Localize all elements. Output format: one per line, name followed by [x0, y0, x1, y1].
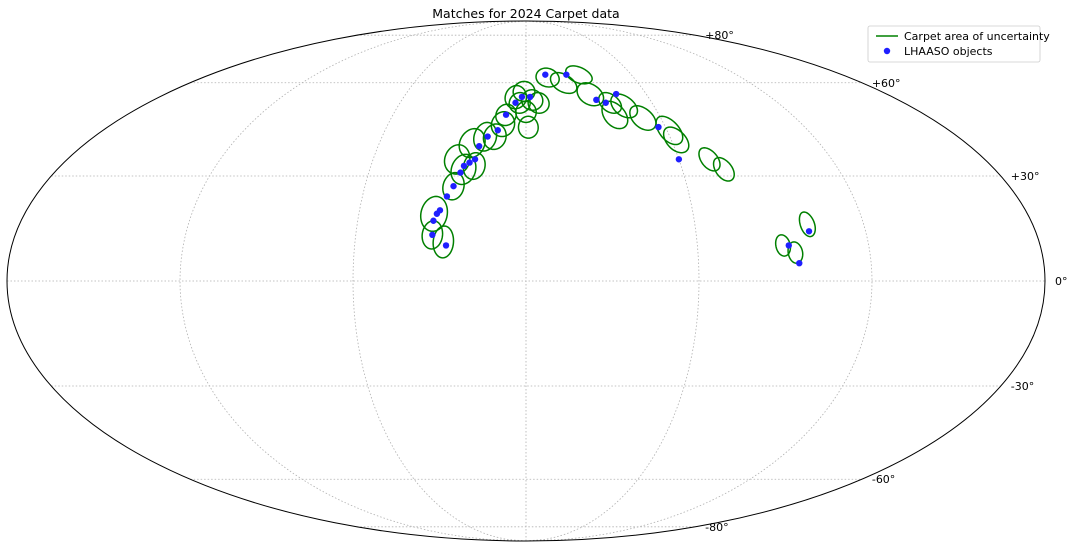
- uncertainty-ellipse: [712, 156, 735, 182]
- lhaaso-point: [805, 228, 813, 235]
- y-tick-label: +60°: [872, 77, 901, 90]
- uncertainty-ellipse: [798, 211, 817, 238]
- lhaaso-point: [471, 156, 479, 163]
- uncertainty-ellipse: [662, 126, 690, 154]
- lhaaso-point: [785, 242, 792, 249]
- uncertainty-ellipse: [515, 100, 537, 124]
- uncertainty-ellipse: [458, 127, 486, 159]
- legend-label-points: LHAASO objects: [904, 45, 993, 58]
- lhaaso-point: [502, 111, 510, 118]
- uncertainty-ellipse: [490, 110, 516, 138]
- lhaaso-point: [526, 93, 534, 101]
- uncertainty-ellipse: [535, 67, 560, 88]
- y-tick-labels: +80° +60° +30° 0° -30° -60° -80°: [705, 29, 1067, 534]
- uncertainty-ellipse: [629, 104, 657, 131]
- uncertainty-ellipse: [482, 123, 507, 151]
- grid: [7, 20, 1045, 542]
- lhaaso-point: [602, 99, 609, 106]
- grid-meridian: [179, 20, 527, 542]
- uncertainty-ellipse: [527, 91, 550, 114]
- y-tick-label: -60°: [872, 473, 895, 486]
- legend-point-swatch: [883, 47, 891, 55]
- uncertainty-ellipse: [504, 84, 528, 110]
- chart-title: Matches for 2024 Carpet data: [432, 6, 619, 21]
- plot-boundary: [6, 20, 1046, 542]
- uncertainty-ellipse: [432, 225, 455, 259]
- lhaaso-point: [518, 93, 526, 101]
- uncertainty-ellipse: [508, 91, 531, 114]
- lhaaso-point: [430, 217, 437, 224]
- lhaaso-point: [436, 207, 444, 214]
- lhaaso-point: [475, 142, 483, 150]
- lhaaso-point: [796, 259, 803, 267]
- uncertainty-ellipse: [443, 143, 471, 175]
- lhaaso-point: [443, 193, 451, 200]
- legend-box: [867, 25, 1041, 63]
- grid-meridian: [525, 20, 873, 542]
- lhaaso-point: [429, 231, 436, 239]
- legend: Carpet area of uncertainty LHAASO object…: [867, 25, 1050, 63]
- uncertainty-ellipse: [517, 115, 539, 139]
- lhaaso-point: [460, 162, 468, 170]
- lhaaso-point: [494, 127, 502, 134]
- y-tick-label: -80°: [705, 521, 728, 534]
- y-tick-label: -30°: [1011, 380, 1034, 393]
- lhaaso-point: [450, 182, 457, 190]
- lhaaso-point: [442, 242, 450, 249]
- lhaaso-point: [563, 71, 570, 78]
- lhaaso-point: [466, 159, 473, 166]
- y-tick-label: +80°: [705, 29, 734, 42]
- grid-meridian: [525, 20, 700, 542]
- uncertainty-ellipse: [450, 153, 477, 186]
- legend-label-ellipse: Carpet area of uncertainty: [904, 30, 1050, 43]
- lhaaso-point: [542, 71, 549, 78]
- lhaaso-point: [675, 156, 683, 163]
- uncertainty-ellipse: [601, 100, 629, 130]
- lhaaso-point: [512, 99, 519, 106]
- lhaaso-point: [484, 133, 491, 140]
- lhaaso-point: [593, 96, 600, 104]
- uncertainty-ellipse: [421, 219, 444, 250]
- lhaaso-point: [612, 90, 620, 98]
- uncertainty-ellipse: [564, 65, 593, 85]
- uncertainty-ellipse: [419, 195, 449, 233]
- uncertainty-ellipse: [698, 147, 721, 172]
- y-tick-label: +30°: [1011, 170, 1040, 183]
- uncertainty-ellipse: [610, 93, 639, 119]
- y-tick-label: 0°: [1055, 275, 1068, 288]
- lhaaso-points: [429, 71, 813, 267]
- grid-meridian: [352, 20, 527, 542]
- lhaaso-point: [457, 169, 464, 176]
- uncertainty-ellipse: [598, 91, 623, 114]
- lhaaso-point: [655, 123, 662, 131]
